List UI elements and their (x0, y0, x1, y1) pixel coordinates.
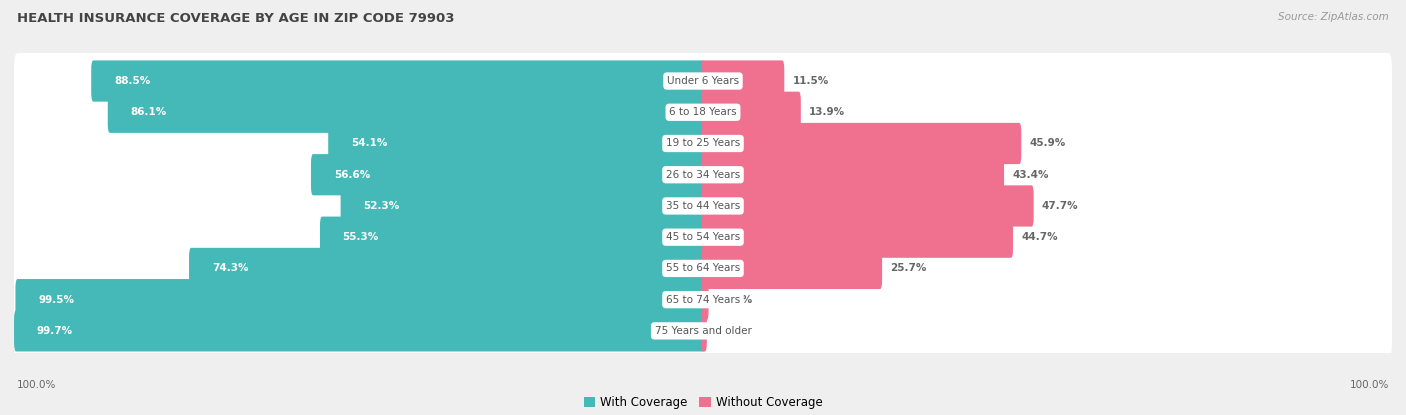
Text: Source: ZipAtlas.com: Source: ZipAtlas.com (1278, 12, 1389, 22)
Text: 19 to 25 Years: 19 to 25 Years (666, 139, 740, 149)
Text: 25.7%: 25.7% (890, 264, 927, 273)
FancyBboxPatch shape (14, 178, 1392, 234)
Text: 0.51%: 0.51% (717, 295, 754, 305)
FancyBboxPatch shape (91, 61, 704, 102)
Text: 35 to 44 Years: 35 to 44 Years (666, 201, 740, 211)
Text: 45 to 54 Years: 45 to 54 Years (666, 232, 740, 242)
FancyBboxPatch shape (188, 248, 704, 289)
Text: 74.3%: 74.3% (212, 264, 249, 273)
Text: 86.1%: 86.1% (131, 107, 167, 117)
Text: 0.26%: 0.26% (716, 326, 751, 336)
FancyBboxPatch shape (702, 186, 1033, 227)
Text: 11.5%: 11.5% (793, 76, 828, 86)
Text: 52.3%: 52.3% (363, 201, 399, 211)
FancyBboxPatch shape (108, 92, 704, 133)
Text: 55.3%: 55.3% (343, 232, 380, 242)
FancyBboxPatch shape (702, 61, 785, 102)
FancyBboxPatch shape (14, 310, 704, 352)
FancyBboxPatch shape (702, 92, 801, 133)
FancyBboxPatch shape (702, 217, 1014, 258)
Text: 99.7%: 99.7% (37, 326, 73, 336)
Text: 13.9%: 13.9% (808, 107, 845, 117)
FancyBboxPatch shape (14, 115, 1392, 172)
Text: 88.5%: 88.5% (114, 76, 150, 86)
Text: 47.7%: 47.7% (1042, 201, 1078, 211)
Text: 43.4%: 43.4% (1012, 170, 1049, 180)
Text: 56.6%: 56.6% (333, 170, 370, 180)
FancyBboxPatch shape (702, 248, 882, 289)
Text: 45.9%: 45.9% (1029, 139, 1066, 149)
Text: 75 Years and older: 75 Years and older (655, 326, 751, 336)
FancyBboxPatch shape (702, 310, 707, 352)
FancyBboxPatch shape (15, 279, 704, 320)
Text: 100.0%: 100.0% (17, 380, 56, 390)
Text: 55 to 64 Years: 55 to 64 Years (666, 264, 740, 273)
Text: HEALTH INSURANCE COVERAGE BY AGE IN ZIP CODE 79903: HEALTH INSURANCE COVERAGE BY AGE IN ZIP … (17, 12, 454, 25)
FancyBboxPatch shape (702, 154, 1004, 195)
FancyBboxPatch shape (340, 186, 704, 227)
FancyBboxPatch shape (14, 84, 1392, 140)
Text: 6 to 18 Years: 6 to 18 Years (669, 107, 737, 117)
Text: 26 to 34 Years: 26 to 34 Years (666, 170, 740, 180)
FancyBboxPatch shape (321, 217, 704, 258)
FancyBboxPatch shape (14, 271, 1392, 328)
FancyBboxPatch shape (311, 154, 704, 195)
Text: 100.0%: 100.0% (1350, 380, 1389, 390)
Text: 44.7%: 44.7% (1021, 232, 1057, 242)
Legend: With Coverage, Without Coverage: With Coverage, Without Coverage (579, 391, 827, 413)
FancyBboxPatch shape (14, 53, 1392, 109)
Text: 54.1%: 54.1% (352, 139, 387, 149)
Text: 65 to 74 Years: 65 to 74 Years (666, 295, 740, 305)
FancyBboxPatch shape (702, 123, 1021, 164)
Text: Under 6 Years: Under 6 Years (666, 76, 740, 86)
FancyBboxPatch shape (14, 240, 1392, 297)
FancyBboxPatch shape (702, 279, 709, 320)
FancyBboxPatch shape (14, 209, 1392, 265)
Text: 99.5%: 99.5% (38, 295, 75, 305)
FancyBboxPatch shape (14, 303, 1392, 359)
FancyBboxPatch shape (328, 123, 704, 164)
FancyBboxPatch shape (14, 146, 1392, 203)
